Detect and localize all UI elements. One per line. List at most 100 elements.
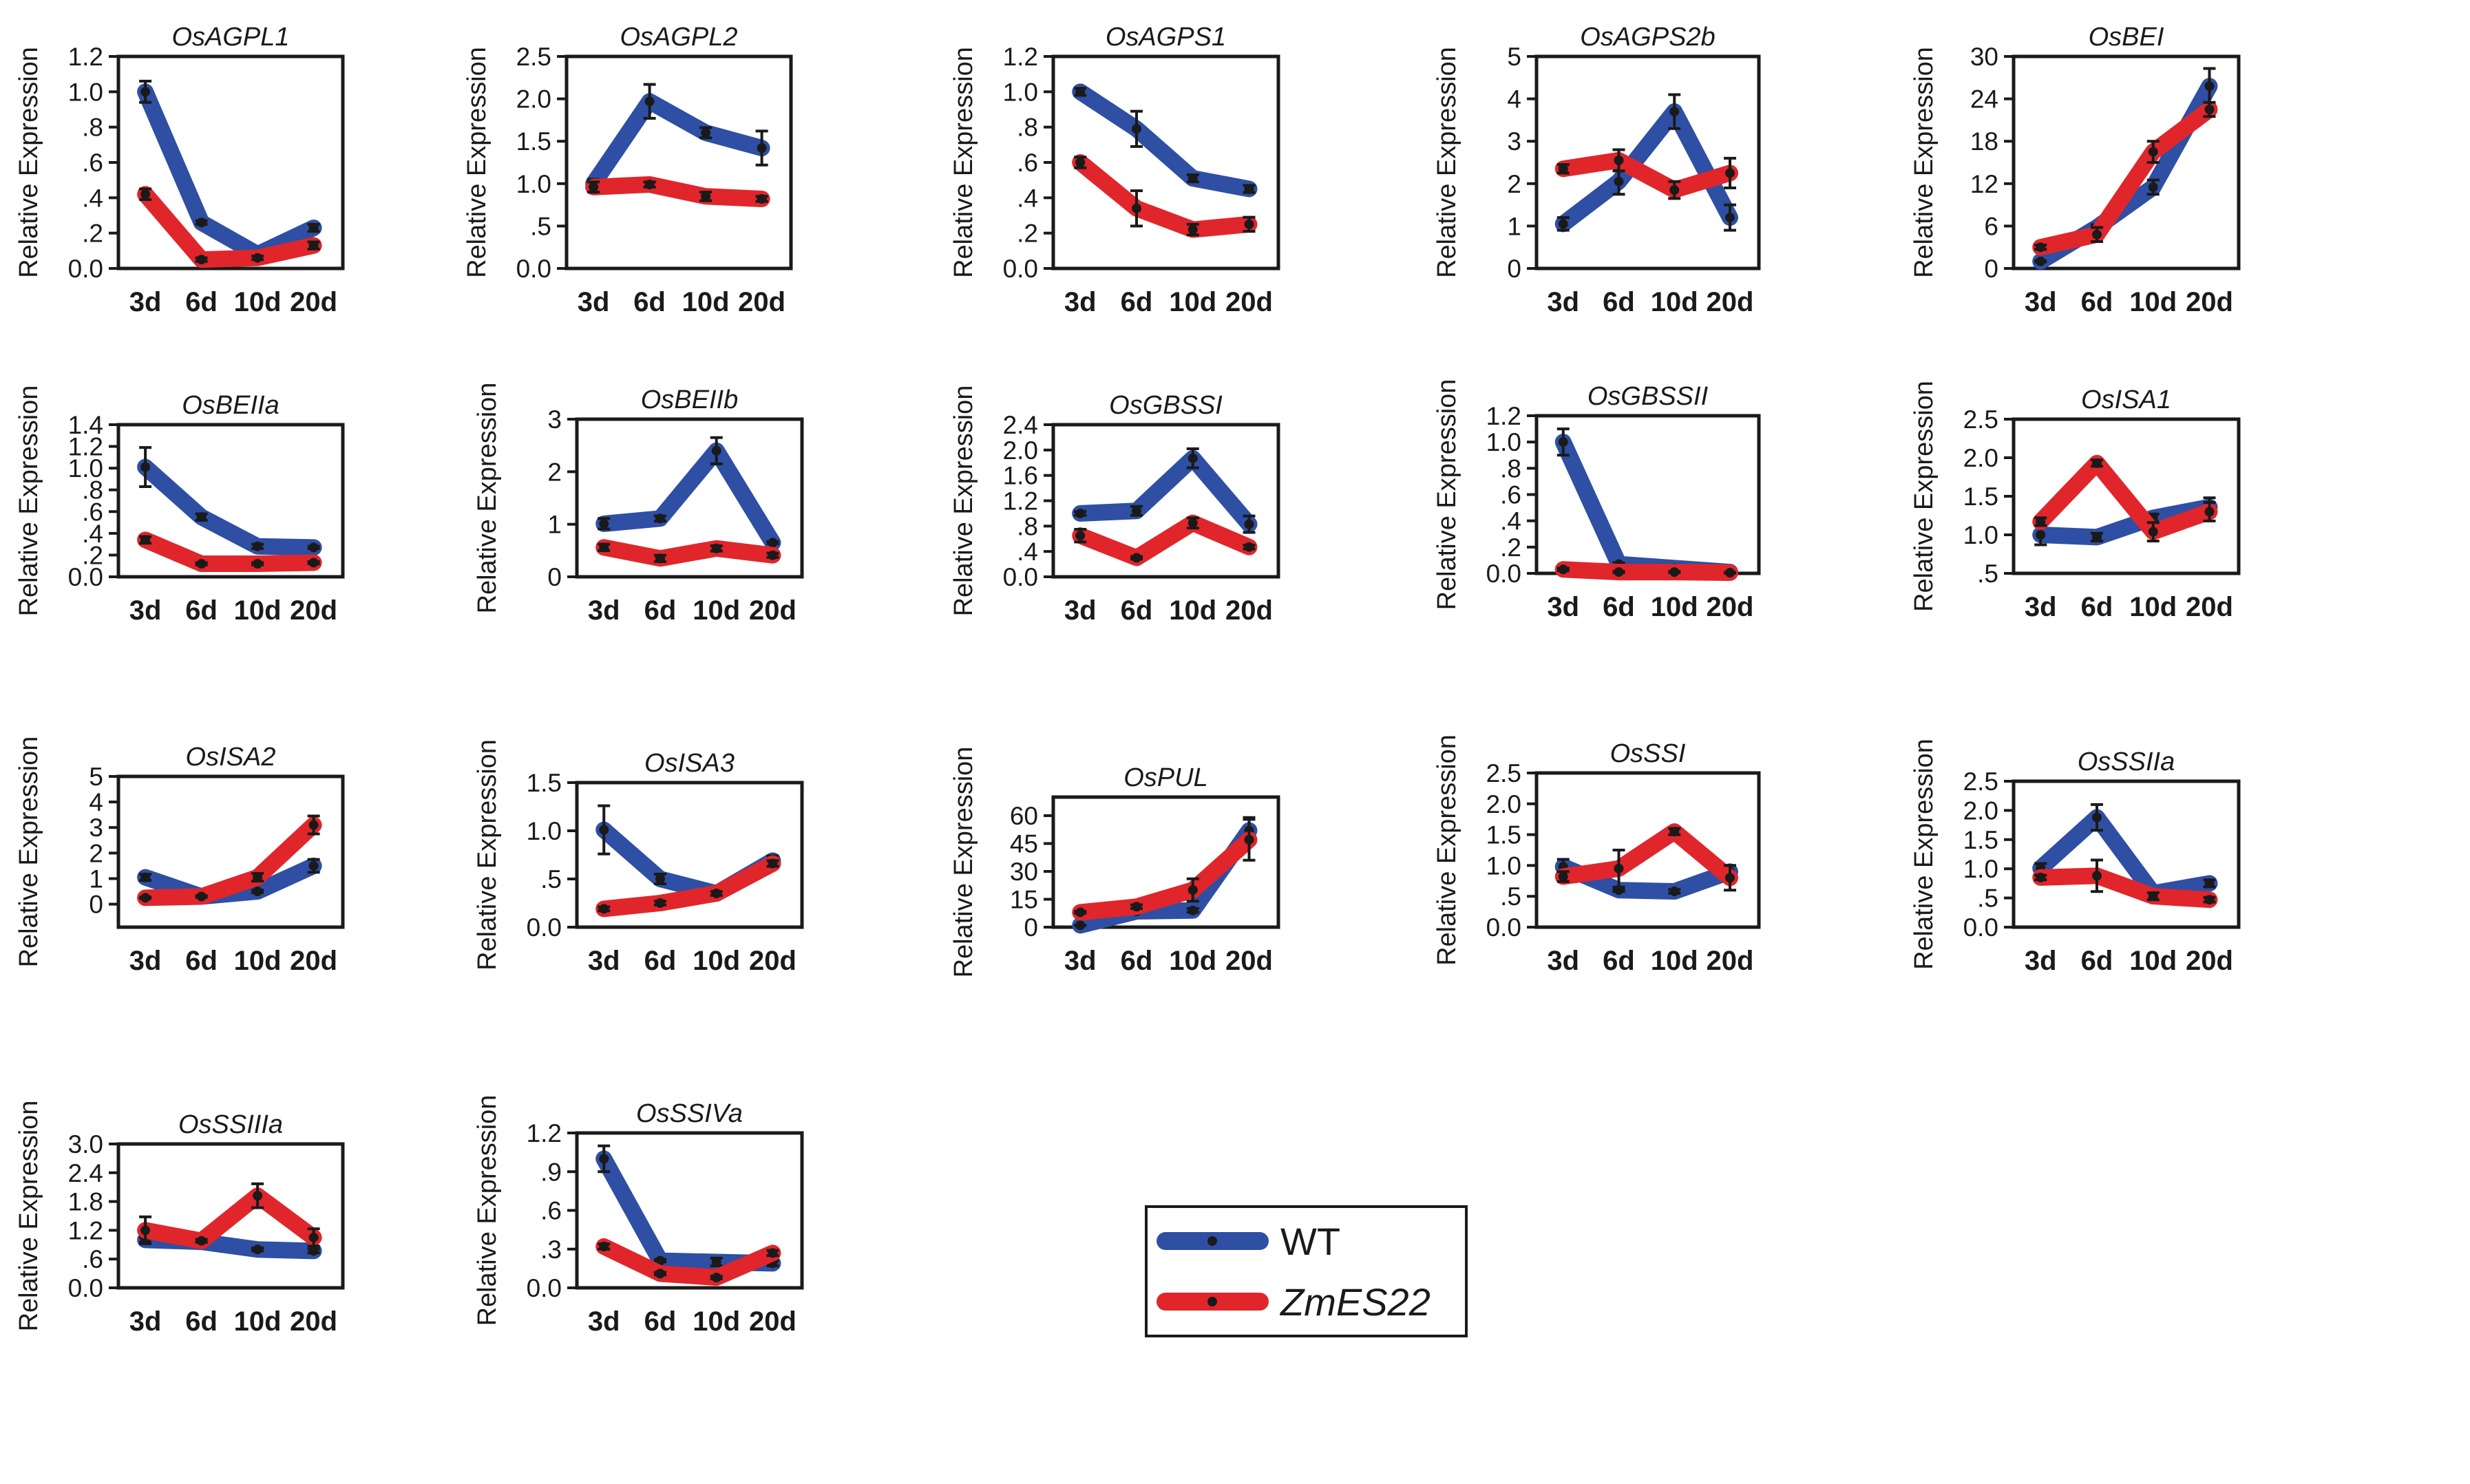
panel-title: OsGBSSI: [1109, 391, 1223, 420]
data-point-zmes22: [2204, 895, 2215, 905]
x-tick-label: 3d: [129, 595, 162, 626]
series-line-wt: [2032, 498, 2218, 546]
data-point-zmes22: [1131, 553, 1141, 563]
y-tick-label: 24: [1970, 85, 1998, 114]
data-point-wt: [1075, 920, 1086, 931]
legend-marker: [1207, 1297, 1217, 1306]
y-axis-label: Relative Expression: [473, 1095, 502, 1326]
data-point-wt: [1244, 519, 1254, 529]
panel-osagps2b: OsAGPS2b Relative Expression 0 1 2 3 4 5 3d 6d 10d…: [1433, 23, 1761, 317]
y-tick-label: .5: [1977, 884, 1998, 913]
x-tick-label: 20d: [290, 946, 337, 976]
series-line-wt: [137, 458, 322, 556]
x-tick-label: 6d: [2081, 946, 2113, 976]
data-point-zmes22: [1669, 185, 1680, 195]
data-point-zmes22: [1244, 542, 1254, 552]
y-tick-label: 1.0: [1486, 851, 1521, 880]
data-point-wt: [2148, 182, 2158, 192]
data-point-wt: [711, 1257, 721, 1267]
data-point-wt: [1669, 107, 1680, 117]
y-tick-label: 1.5: [1963, 483, 1998, 511]
y-tick-label: 1.5: [527, 769, 562, 797]
x-tick-label: 10d: [234, 1306, 282, 1337]
y-tick-label: .6: [82, 149, 103, 177]
x-tick-label: 20d: [749, 946, 796, 976]
y-tick-label: 1.0: [1486, 428, 1521, 456]
y-tick-label: 0: [1984, 255, 1998, 283]
y-tick-label: 30: [1010, 858, 1038, 886]
data-point-wt: [599, 825, 609, 835]
data-point-wt: [757, 143, 767, 153]
legend-marker: [1207, 1236, 1217, 1246]
y-tick-label: 2.5: [1486, 759, 1521, 787]
x-tick-label: 10d: [693, 595, 740, 626]
y-tick-label: 1.4: [68, 411, 103, 439]
y-tick-label: 1.2: [1486, 402, 1521, 430]
panel-title: OsBEIIb: [641, 385, 739, 414]
y-tick-label: 2: [1507, 170, 1521, 198]
x-tick-label: 10d: [1169, 946, 1216, 976]
panel-title: OsSSIVa: [636, 1099, 743, 1128]
y-tick-label: 0.0: [527, 913, 562, 942]
panel-osbei: OsBEI Relative Expression 0 6 12 18 24 30 3d 6d 10…: [1910, 23, 2241, 317]
y-tick-label: 5: [89, 763, 103, 791]
data-point-zmes22: [701, 191, 711, 202]
data-point-zmes22: [1188, 885, 1198, 895]
x-tick-label: 3d: [2025, 287, 2057, 317]
y-tick-label: .4: [82, 520, 103, 548]
y-tick-label: 0: [547, 563, 562, 591]
data-point-zmes22: [196, 255, 207, 265]
series-line-zmes22: [595, 539, 781, 567]
x-tick-label: 3d: [2025, 946, 2057, 976]
data-point-zmes22: [1244, 835, 1254, 845]
data-point-zmes22: [308, 820, 319, 830]
x-tick-label: 20d: [1707, 592, 1754, 622]
y-tick-label: 4: [89, 788, 103, 816]
y-tick-label: .4: [82, 184, 103, 212]
data-point-zmes22: [308, 1232, 319, 1242]
series-line-wt: [1554, 103, 1739, 233]
y-tick-label: .4: [1017, 184, 1038, 212]
y-axis-label: Relative Expression: [949, 747, 978, 978]
x-tick-label: 3d: [1064, 595, 1097, 626]
y-tick-label: 2: [89, 839, 103, 867]
series-line-zmes22: [595, 1238, 781, 1286]
x-tick-label: 10d: [693, 1306, 740, 1337]
series-line-zmes22: [1554, 823, 1739, 887]
x-tick-label: 10d: [693, 946, 740, 976]
data-point-wt: [140, 87, 151, 97]
y-tick-label: 2.0: [1003, 436, 1038, 465]
data-point-zmes22: [1075, 158, 1086, 167]
data-point-zmes22: [1075, 531, 1086, 541]
data-point-wt: [1188, 905, 1198, 915]
x-tick-label: 6d: [1603, 592, 1635, 622]
series-line-zmes22: [595, 855, 781, 918]
y-tick-label: 2.5: [1963, 405, 1998, 434]
panel-title: OsAGPS1: [1106, 23, 1226, 52]
y-tick-label: 1.0: [527, 817, 562, 845]
y-tick-label: 2.5: [1963, 767, 1998, 796]
data-point-zmes22: [1244, 219, 1254, 229]
data-point-zmes22: [140, 893, 151, 903]
data-point-wt: [253, 887, 263, 897]
panel-osisa1: OsISA1 Relative Expression .5 1.0 1.5 2.0 2.5 3…: [1910, 381, 2241, 622]
data-point-wt: [2091, 532, 2102, 542]
y-tick-label: 0.0: [1486, 560, 1521, 588]
panel-title: OsGBSSII: [1587, 382, 1709, 411]
y-tick-label: 6: [1984, 212, 1998, 240]
panel-osbeiib: OsBEIIb Relative Expression 0 1 2 3 3d 6d 10d 20d: [473, 383, 804, 626]
plot-frame: [1051, 795, 1280, 929]
y-tick-label: .5: [530, 212, 551, 240]
y-tick-label: 1.5: [516, 127, 551, 156]
data-point-wt: [701, 127, 711, 138]
x-tick-label: 6d: [644, 595, 677, 626]
series-line-zmes22: [137, 1187, 322, 1249]
y-tick-label: 3: [89, 814, 103, 842]
x-tick-label: 10d: [1169, 287, 1216, 317]
x-tick-label: 3d: [1547, 592, 1579, 622]
y-tick-label: 1.2: [68, 433, 103, 461]
plot-frame: [2012, 779, 2241, 929]
data-point-zmes22: [655, 898, 665, 908]
